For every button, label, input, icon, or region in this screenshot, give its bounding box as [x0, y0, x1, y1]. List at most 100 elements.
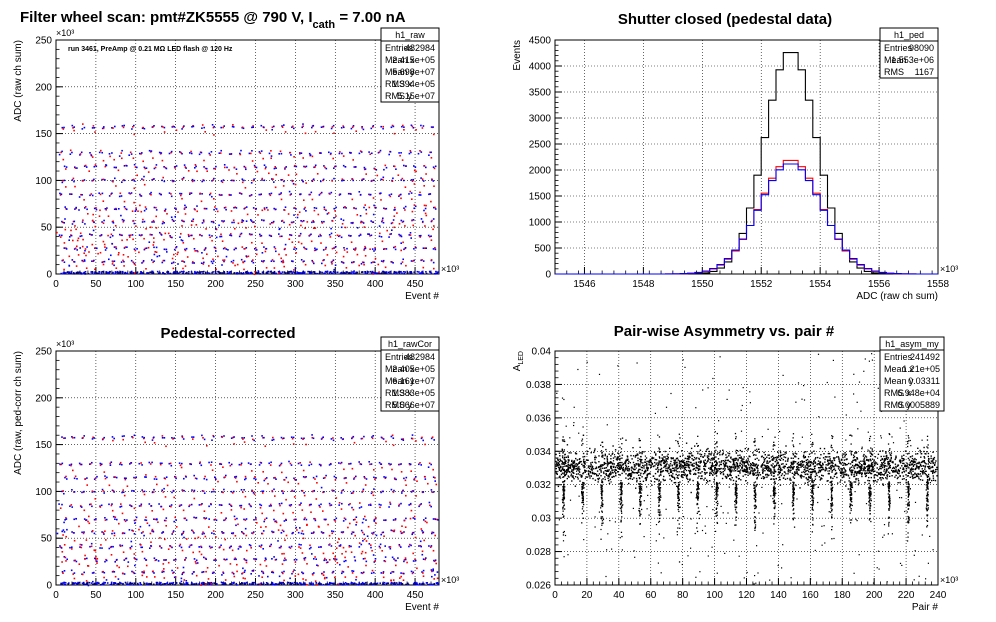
data-point: [364, 168, 367, 170]
data-point: [84, 583, 87, 586]
data-point: [660, 472, 662, 474]
data-point: [72, 127, 74, 129]
data-point: [646, 465, 648, 467]
data-point: [209, 154, 211, 156]
tick-label-y: 2000: [529, 166, 552, 177]
data-point: [114, 575, 117, 578]
data-point: [72, 582, 74, 584]
data-point: [69, 272, 71, 275]
data-point: [239, 152, 241, 155]
tick-label-x: 400: [367, 590, 384, 601]
data-point: [727, 474, 729, 476]
data-point: [161, 126, 164, 128]
data-point: [280, 152, 283, 155]
data-point: [94, 557, 96, 560]
data-point: [261, 209, 264, 212]
data-point: [174, 584, 176, 586]
data-point: [430, 157, 433, 159]
data-point: [421, 178, 424, 180]
data-point: [288, 546, 291, 548]
data-point: [268, 152, 271, 155]
data-point: [79, 546, 81, 548]
data-point: [299, 547, 302, 549]
data-point: [641, 452, 643, 455]
data-point: [158, 503, 160, 505]
data-point: [104, 517, 106, 519]
data-point: [321, 532, 324, 534]
data-point: [792, 476, 794, 478]
data-point: [116, 270, 119, 273]
data-point: [241, 219, 243, 221]
data-point: [405, 517, 407, 520]
data-point: [173, 272, 176, 274]
data-point: [259, 273, 261, 275]
data-point: [91, 572, 94, 574]
data-point: [419, 462, 421, 464]
data-point: [134, 558, 137, 560]
data-point: [215, 227, 217, 230]
data-point: [83, 260, 86, 262]
data-point: [349, 503, 351, 505]
data-point: [311, 155, 314, 158]
stats-label: RMS: [884, 67, 904, 77]
data-point: [344, 206, 346, 208]
data-point: [243, 508, 245, 510]
data-point: [241, 126, 244, 129]
data-point: [113, 229, 115, 231]
data-point: [368, 583, 371, 585]
data-point: [145, 476, 147, 478]
data-point: [233, 515, 236, 518]
data-point: [246, 256, 248, 258]
data-point: [713, 457, 716, 459]
data-point: [213, 134, 215, 136]
data-point: [323, 272, 325, 275]
data-point: [363, 261, 365, 264]
data-point: [123, 532, 126, 535]
data-point: [111, 436, 114, 438]
data-point: [109, 236, 112, 239]
data-point: [171, 262, 173, 265]
data-point: [413, 183, 416, 185]
data-point: [860, 465, 862, 467]
data-point: [284, 539, 286, 541]
data-point: [345, 267, 348, 269]
data-point: [124, 520, 127, 523]
data-point: [752, 452, 754, 454]
data-point: [302, 476, 305, 478]
data-point: [353, 270, 355, 272]
data-point: [264, 518, 266, 521]
data-point: [82, 581, 85, 584]
data-point: [70, 272, 72, 275]
data-point: [196, 170, 198, 173]
data-point: [96, 583, 98, 585]
data-point: [100, 544, 102, 546]
run-annotation: run 3461, PreAmp @ 0.21 MΩ LED flash @ 1…: [68, 46, 233, 53]
data-point: [213, 533, 215, 535]
data-point: [424, 478, 427, 480]
data-point: [208, 265, 210, 267]
data-point: [99, 209, 101, 212]
data-point: [343, 517, 346, 519]
data-point: [61, 234, 63, 237]
data-point: [428, 545, 430, 547]
data-point: [362, 583, 364, 585]
data-point: [352, 570, 355, 572]
data-point: [173, 126, 176, 128]
data-point: [583, 455, 586, 458]
data-point: [820, 478, 822, 480]
tick-label-x: 80: [677, 590, 689, 601]
data-point: [275, 273, 277, 275]
data-point: [431, 179, 433, 181]
data-point: [252, 438, 254, 441]
data-point: [273, 125, 275, 128]
data-point: [312, 178, 315, 180]
data-point: [280, 545, 282, 548]
data-point: [93, 490, 95, 493]
data-point: [354, 518, 356, 521]
data-point: [250, 573, 252, 575]
data-point: [170, 505, 172, 508]
data-point: [291, 572, 293, 575]
data-point: [339, 563, 341, 566]
data-point: [206, 253, 208, 255]
data-point: [222, 491, 224, 494]
